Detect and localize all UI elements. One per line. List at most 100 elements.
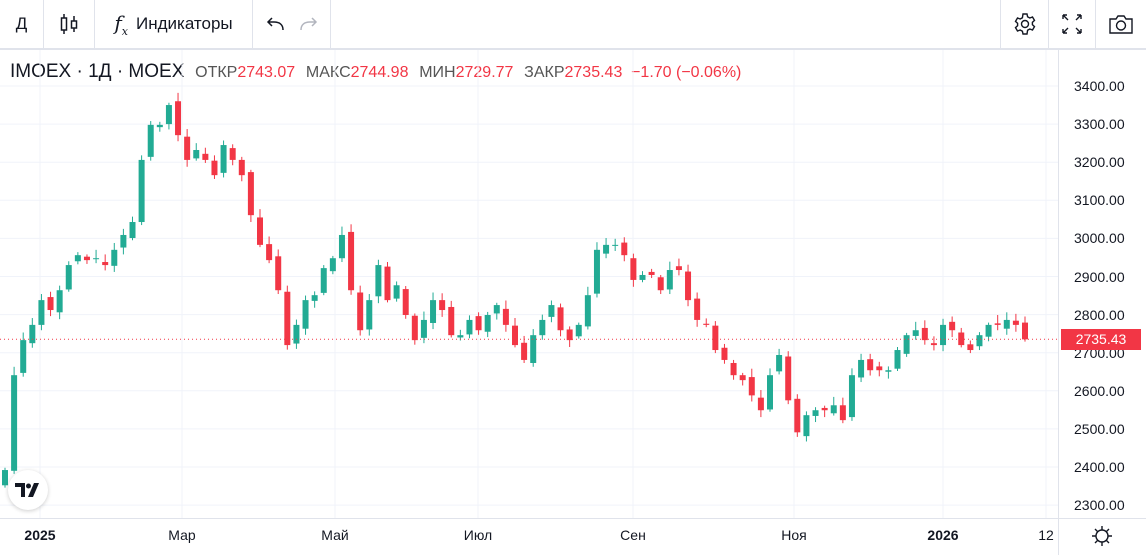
candle-body — [912, 330, 919, 336]
time-tick-label: 2026 — [927, 527, 959, 543]
candle-body — [220, 145, 227, 173]
change-value: −1.70 (−0.06%) — [631, 64, 742, 81]
time-tick-label: 12 — [1038, 527, 1054, 543]
candle-body — [521, 342, 528, 360]
indicators-label: Индикаторы — [135, 14, 233, 33]
price-tick-label: 3400.00 — [1074, 78, 1125, 94]
candle-body — [320, 268, 327, 293]
candle-body — [821, 407, 828, 411]
time-tick-label: Сен — [620, 527, 646, 543]
high-value: 2744.98 — [350, 64, 409, 81]
camera-icon — [1109, 15, 1133, 34]
candle-body — [284, 291, 291, 346]
candle-body — [1012, 320, 1019, 325]
candle-body — [502, 308, 509, 325]
interval-button[interactable]: Д — [0, 0, 44, 48]
candle-body — [666, 270, 673, 290]
candle-body — [685, 271, 692, 301]
candle-body — [411, 315, 418, 341]
candle-body — [484, 314, 491, 332]
candle-body — [830, 405, 837, 414]
snapshot-button[interactable] — [1096, 0, 1146, 48]
candle-body — [448, 306, 455, 336]
candle-body — [338, 234, 345, 259]
redo-icon[interactable] — [299, 16, 319, 32]
close-value: 2735.43 — [564, 64, 623, 81]
undo-icon[interactable] — [265, 16, 285, 32]
price-tick-label: 2500.00 — [1074, 420, 1125, 437]
candle-body — [539, 319, 546, 336]
candle-body — [138, 159, 145, 223]
candle-body — [630, 258, 637, 280]
candle-body — [940, 324, 947, 346]
candle-body — [439, 300, 446, 311]
candle-body — [147, 124, 154, 157]
candle-body — [366, 300, 373, 330]
candle-body — [703, 323, 710, 325]
candle-body — [657, 277, 664, 291]
candle-body — [102, 262, 109, 266]
interval-label: Д — [15, 14, 28, 33]
candle-body — [867, 359, 874, 371]
open-value: 2743.07 — [237, 64, 296, 81]
candle-body — [184, 136, 191, 160]
candle-body — [375, 265, 382, 297]
price-tick-label: 2400.00 — [1074, 459, 1125, 475]
candle-body — [247, 172, 254, 216]
gear-icon[interactable] — [1090, 524, 1114, 548]
candle-body — [639, 274, 646, 280]
candle-body — [65, 265, 72, 290]
candle-body — [20, 340, 27, 373]
candle-body — [29, 324, 36, 344]
candle-body — [156, 124, 163, 128]
chart-type-button[interactable] — [44, 0, 95, 48]
candle-body — [748, 377, 755, 396]
indicators-button[interactable]: fx Индикаторы — [95, 0, 253, 48]
candle-body — [949, 321, 956, 331]
candle-body — [785, 356, 792, 401]
candle-body — [493, 305, 500, 314]
candle-body — [803, 415, 810, 437]
symbol-title[interactable]: IMOEX · 1Д · MOEX — [10, 61, 185, 82]
candle-body — [165, 105, 172, 125]
function-icon: fx — [114, 10, 128, 38]
candle-body — [621, 242, 628, 256]
candle-body — [120, 234, 127, 248]
candle-body — [958, 332, 965, 346]
time-tick-label: Мар — [168, 527, 196, 543]
candle-body — [776, 354, 783, 372]
time-tick-label: Ноя — [781, 527, 807, 543]
candle-body — [2, 470, 8, 486]
candle-body — [175, 101, 182, 136]
tradingview-logo[interactable] — [8, 470, 48, 510]
price-tick-label: 3200.00 — [1074, 154, 1125, 171]
candle-body — [93, 258, 100, 260]
candle-body — [56, 290, 63, 313]
candle-body — [903, 335, 910, 354]
candle-body — [730, 362, 737, 376]
candle-body — [466, 319, 473, 335]
candles-icon — [60, 14, 78, 34]
candle-body — [712, 325, 719, 351]
candle-body — [329, 258, 336, 272]
candle-body — [584, 295, 591, 327]
candle-body — [402, 289, 409, 315]
gear-icon — [1014, 13, 1035, 35]
candle-body — [575, 324, 582, 337]
settings-button[interactable] — [1000, 0, 1049, 48]
candle-body — [302, 300, 309, 329]
price-tick-label: 3100.00 — [1074, 192, 1125, 209]
low-label: МИН — [419, 64, 456, 81]
candle-body — [921, 327, 928, 341]
price-chart[interactable] — [0, 50, 1058, 518]
candle-body — [211, 160, 218, 176]
candle-body — [994, 323, 1001, 325]
price-tick-label: 3000.00 — [1074, 230, 1125, 247]
fullscreen-button[interactable] — [1049, 0, 1096, 48]
tradingview-logo-icon — [15, 483, 39, 497]
candle-body — [129, 222, 136, 239]
candle-body — [266, 244, 273, 261]
price-axis-border — [1058, 50, 1059, 555]
top-toolbar: Д fx Индикаторы — [0, 0, 1146, 50]
candle-body — [111, 249, 118, 266]
